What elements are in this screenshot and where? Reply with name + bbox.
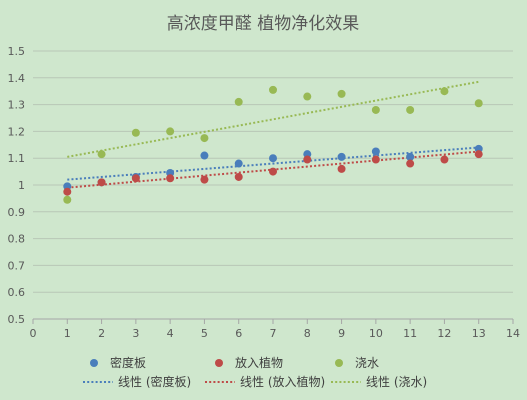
data-point <box>269 167 277 176</box>
data-point <box>234 172 243 181</box>
data-point <box>440 87 449 96</box>
y-tick-label: 1.5 <box>8 45 26 58</box>
y-tick-label: 1.1 <box>8 152 26 165</box>
x-tick-label: 10 <box>369 327 383 340</box>
legend-trend-label: 线性 (浇水) <box>366 375 427 389</box>
data-point <box>200 175 209 184</box>
data-point <box>131 128 140 137</box>
legend-label: 密度板 <box>110 355 146 370</box>
legend-label: 浇水 <box>355 356 379 370</box>
x-tick-label: 5 <box>201 327 208 340</box>
y-tick-label: 0.8 <box>8 233 26 246</box>
y-tick-label: 1 <box>18 179 25 192</box>
data-point <box>440 155 449 164</box>
data-point <box>63 187 72 196</box>
y-tick-label: 1.3 <box>8 99 26 112</box>
x-tick-label: 8 <box>304 327 311 340</box>
y-tick-label: 1.2 <box>8 125 26 138</box>
data-point <box>406 105 415 114</box>
data-point <box>234 159 243 168</box>
legend-trend-label: 线性 (密度板) <box>118 374 191 389</box>
data-point <box>474 99 483 108</box>
data-point <box>406 159 415 168</box>
data-point <box>200 151 209 160</box>
data-point <box>234 97 243 106</box>
x-tick-label: 13 <box>472 327 486 340</box>
x-tick-label: 2 <box>98 327 105 340</box>
data-point <box>371 147 380 156</box>
data-point <box>337 89 346 98</box>
y-tick-label: 0.7 <box>8 259 26 272</box>
y-tick-label: 1.4 <box>8 72 26 85</box>
data-point <box>474 150 483 159</box>
legend-marker <box>335 359 343 367</box>
x-tick-label: 7 <box>270 327 277 340</box>
data-point <box>63 195 72 204</box>
data-point <box>371 105 380 114</box>
data-point <box>166 174 175 183</box>
x-tick-label: 4 <box>167 327 174 340</box>
x-tick-label: 12 <box>437 327 451 340</box>
data-points <box>63 85 483 204</box>
data-point <box>269 85 277 94</box>
data-point <box>406 152 415 161</box>
y-tick-label: 0.6 <box>8 286 26 299</box>
x-tick-label: 0 <box>30 327 37 340</box>
legend-trend-label: 线性 (放入植物) <box>240 374 325 389</box>
data-point <box>97 178 106 187</box>
data-point <box>303 155 312 164</box>
chart-title: 高浓度甲醛 植物净化效果 <box>167 14 359 34</box>
data-point <box>303 92 312 101</box>
x-tick-label: 11 <box>403 327 417 340</box>
axes: 0.50.60.70.80.911.11.21.31.41.50 1 2 3 4 5 6 7 8… <box>8 45 521 340</box>
data-point <box>97 150 106 159</box>
data-point <box>337 152 346 161</box>
x-tick-label: 9 <box>338 327 345 340</box>
legend-marker <box>90 359 98 367</box>
data-point <box>269 154 277 163</box>
y-tick-label: 0.5 <box>8 313 26 326</box>
legend-marker <box>215 359 223 367</box>
y-tick-label: 0.9 <box>8 206 26 219</box>
data-point <box>131 174 140 183</box>
data-point <box>200 134 209 143</box>
x-tick-label: 14 <box>506 327 520 340</box>
data-point <box>166 127 175 136</box>
data-point <box>371 155 380 164</box>
data-point <box>337 164 346 173</box>
x-tick-label: 3 <box>132 327 139 340</box>
legend-label: 放入植物 <box>235 355 283 370</box>
x-tick-label: 1 <box>64 327 71 340</box>
x-tick-label: 6 <box>235 327 242 340</box>
